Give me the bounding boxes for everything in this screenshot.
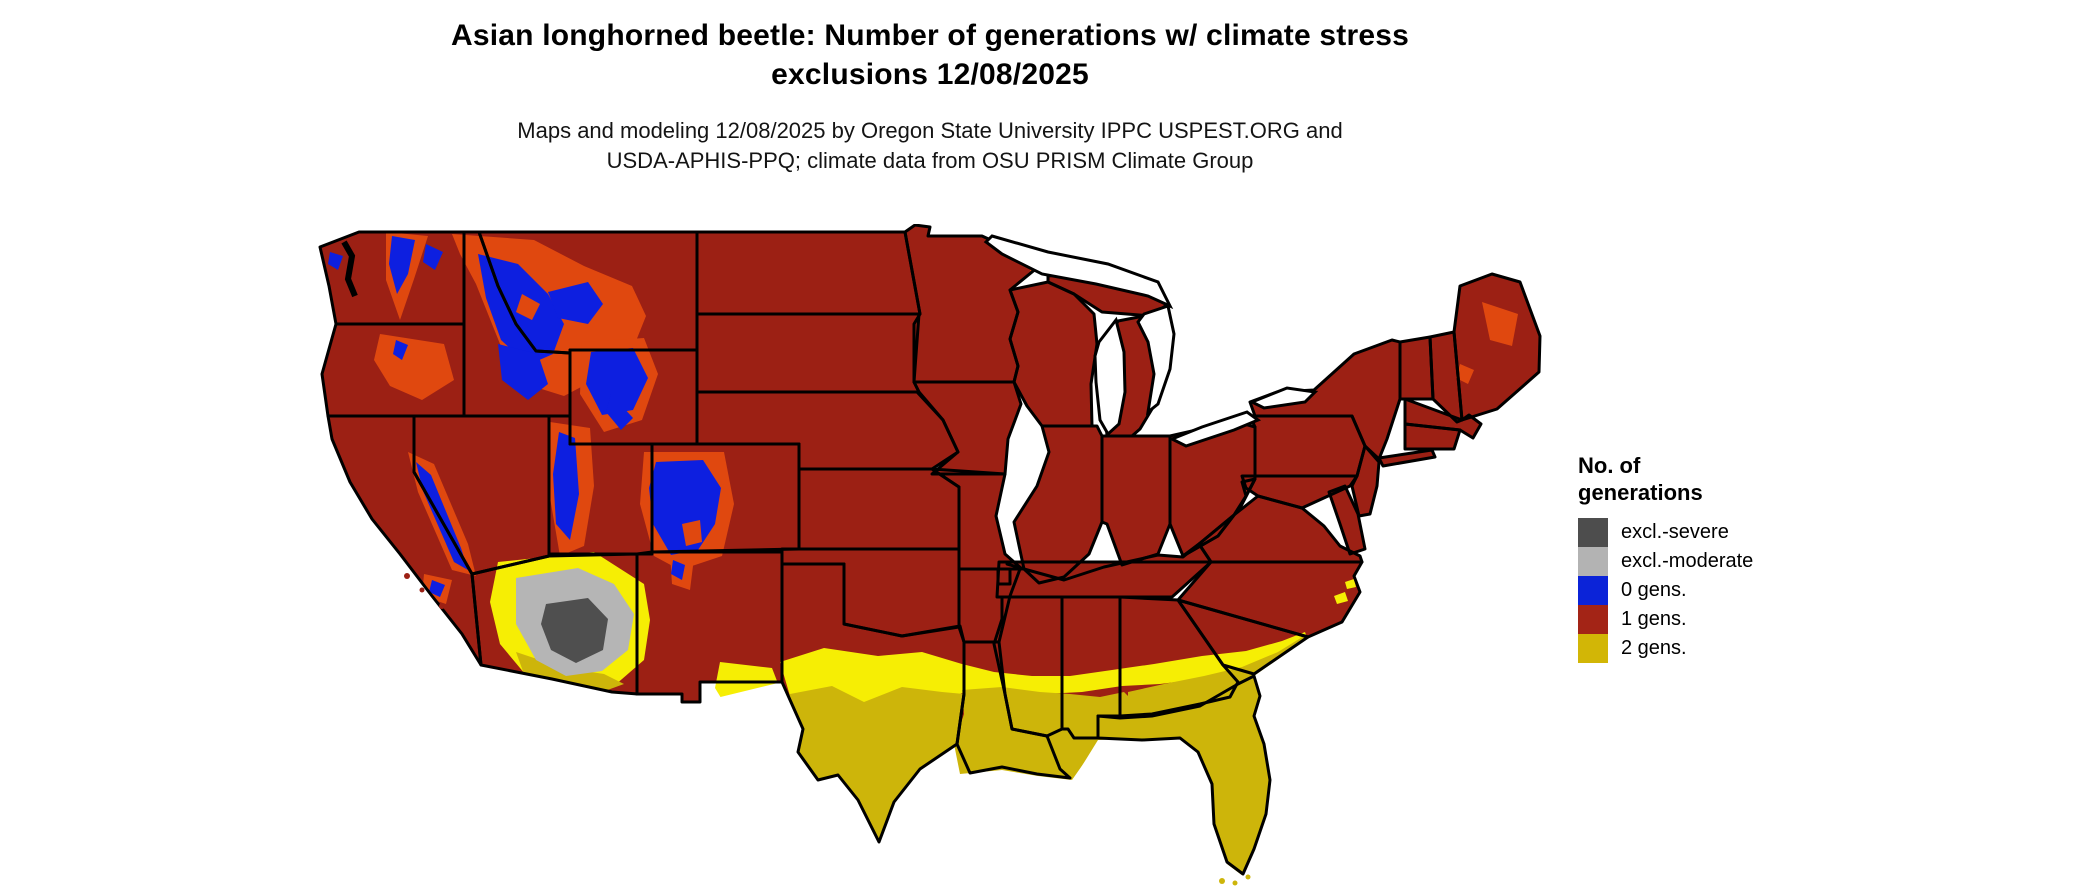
legend-swatch-excl-severe: [1578, 518, 1608, 547]
legend-title: No. of generations: [1578, 452, 1858, 506]
subtitle-line-1: Maps and modeling 12/08/2025 by Oregon S…: [517, 118, 1343, 143]
us-generations-map: [318, 224, 1542, 886]
legend-swatch-excl-moderate: [1578, 547, 1608, 576]
puget-sound: [341, 240, 358, 298]
legend-label-2-gens: 2 gens.: [1621, 637, 1687, 659]
channel-islands: [404, 573, 460, 623]
legend: No. of generations excl.-severe excl.-mo…: [1578, 452, 1858, 663]
legend-swatch-2-gens: [1578, 634, 1608, 663]
legend-rows: excl.-severe excl.-moderate 0 gens. 1 ge…: [1578, 518, 1858, 663]
subtitle-line-2: USDA-APHIS-PPQ; climate data from OSU PR…: [606, 148, 1254, 173]
legend-label-excl-severe: excl.-severe: [1621, 521, 1729, 543]
lake-huron: [1136, 304, 1176, 416]
lake-ontario: [1248, 386, 1319, 410]
page-title: Asian longhorned beetle: Number of gener…: [0, 16, 1860, 94]
legend-item-0-gens: 0 gens.: [1578, 576, 1858, 605]
legend-label-excl-moderate: excl.-moderate: [1621, 550, 1754, 572]
legend-item-1-gens: 1 gens.: [1578, 605, 1858, 634]
legend-item-excl-moderate: excl.-moderate: [1578, 547, 1858, 576]
legend-title-line-1: No. of: [1578, 453, 1641, 478]
great-lakes: [983, 234, 1319, 448]
lake-erie: [1168, 410, 1262, 448]
legend-item-excl-severe: excl.-severe: [1578, 518, 1858, 547]
legend-label-1-gens: 1 gens.: [1621, 608, 1687, 630]
orange-texture-dots: [516, 294, 702, 546]
page-subtitle: Maps and modeling 12/08/2025 by Oregon S…: [0, 116, 1860, 176]
legend-swatch-0-gens: [1578, 576, 1608, 605]
legend-swatch-1-gens: [1578, 605, 1608, 634]
title-line-1: Asian longhorned beetle: Number of gener…: [450, 19, 1409, 52]
florida-keys: [1219, 874, 1251, 886]
lake-superior: [983, 234, 1174, 310]
legend-title-line-2: generations: [1578, 480, 1703, 505]
title-line-2: exclusions 12/08/2025: [771, 58, 1089, 91]
legend-item-2-gens: 2 gens.: [1578, 634, 1858, 663]
lake-michigan: [1093, 316, 1127, 437]
exclusion-severe-region: [541, 598, 608, 663]
legend-label-0-gens: 0 gens.: [1621, 579, 1687, 601]
